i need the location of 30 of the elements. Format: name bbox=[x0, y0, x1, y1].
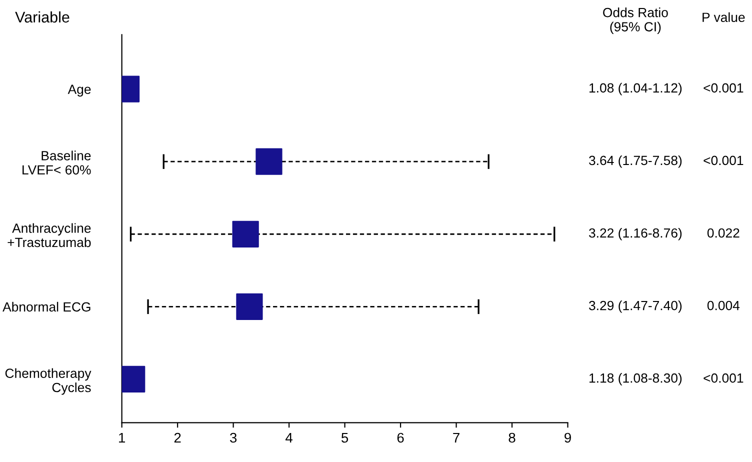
y-tick-label: Abnormal ECG bbox=[2, 302, 90, 312]
x-tick-label: 2 bbox=[174, 432, 181, 443]
data-label: 3.64 (1.75-7.58) bbox=[589, 155, 682, 168]
data-label: 3.22 (1.16-8.76) bbox=[589, 228, 682, 240]
x-tick-label: 5 bbox=[341, 432, 348, 443]
text: P value bbox=[702, 12, 745, 22]
x-tick-label: 3 bbox=[230, 432, 237, 443]
x-tick-label: 6 bbox=[397, 432, 404, 443]
y-tick-label: Age bbox=[68, 84, 91, 97]
point bbox=[232, 220, 259, 248]
y-tick-label: Anthracycline +Trastuzumab bbox=[8, 223, 91, 248]
text: Odds Ratio (95% CI) bbox=[603, 8, 668, 34]
x-tick-label: 9 bbox=[564, 432, 571, 443]
x-tick-label: 4 bbox=[286, 432, 293, 443]
point bbox=[236, 293, 263, 320]
text: <0.001 bbox=[704, 83, 744, 93]
y-tick-label: Chemotherapy Cycles bbox=[5, 368, 92, 395]
text: 0.004 bbox=[707, 300, 740, 310]
data-label: 1.08 (1.04-1.12) bbox=[590, 82, 682, 96]
x-tick-label: 7 bbox=[453, 432, 460, 443]
text: <0.001 bbox=[704, 156, 744, 166]
text: <0.001 bbox=[704, 373, 744, 383]
x-tick-label: 1 bbox=[119, 432, 126, 443]
x-tick-label: 8 bbox=[508, 432, 516, 443]
data-label: 1.18 (1.08-8.30) bbox=[590, 373, 682, 386]
y-tick-label: Baseline LVEF< 60% bbox=[22, 150, 91, 175]
point bbox=[256, 148, 282, 175]
text: Variable bbox=[15, 11, 70, 23]
text: 0.022 bbox=[707, 228, 740, 238]
data-label: 3.29 (1.47-7.40) bbox=[589, 300, 682, 313]
